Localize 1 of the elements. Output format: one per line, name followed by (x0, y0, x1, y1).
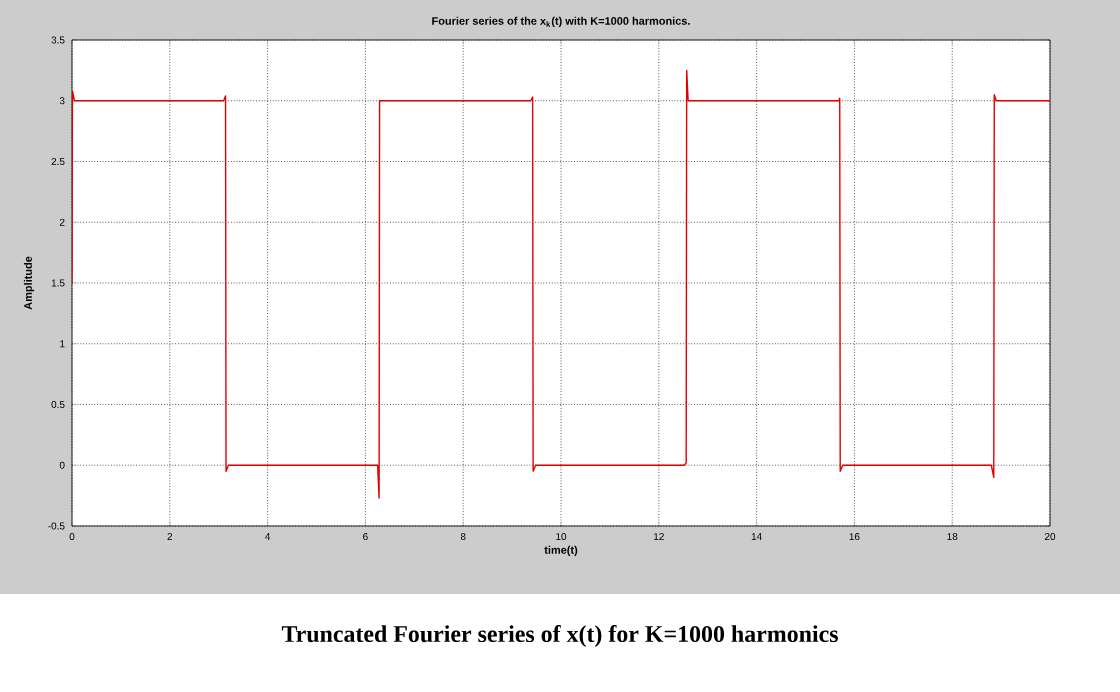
text: Truncated Fourier series of x(t) for K=1000 harmonics (281, 625, 838, 647)
